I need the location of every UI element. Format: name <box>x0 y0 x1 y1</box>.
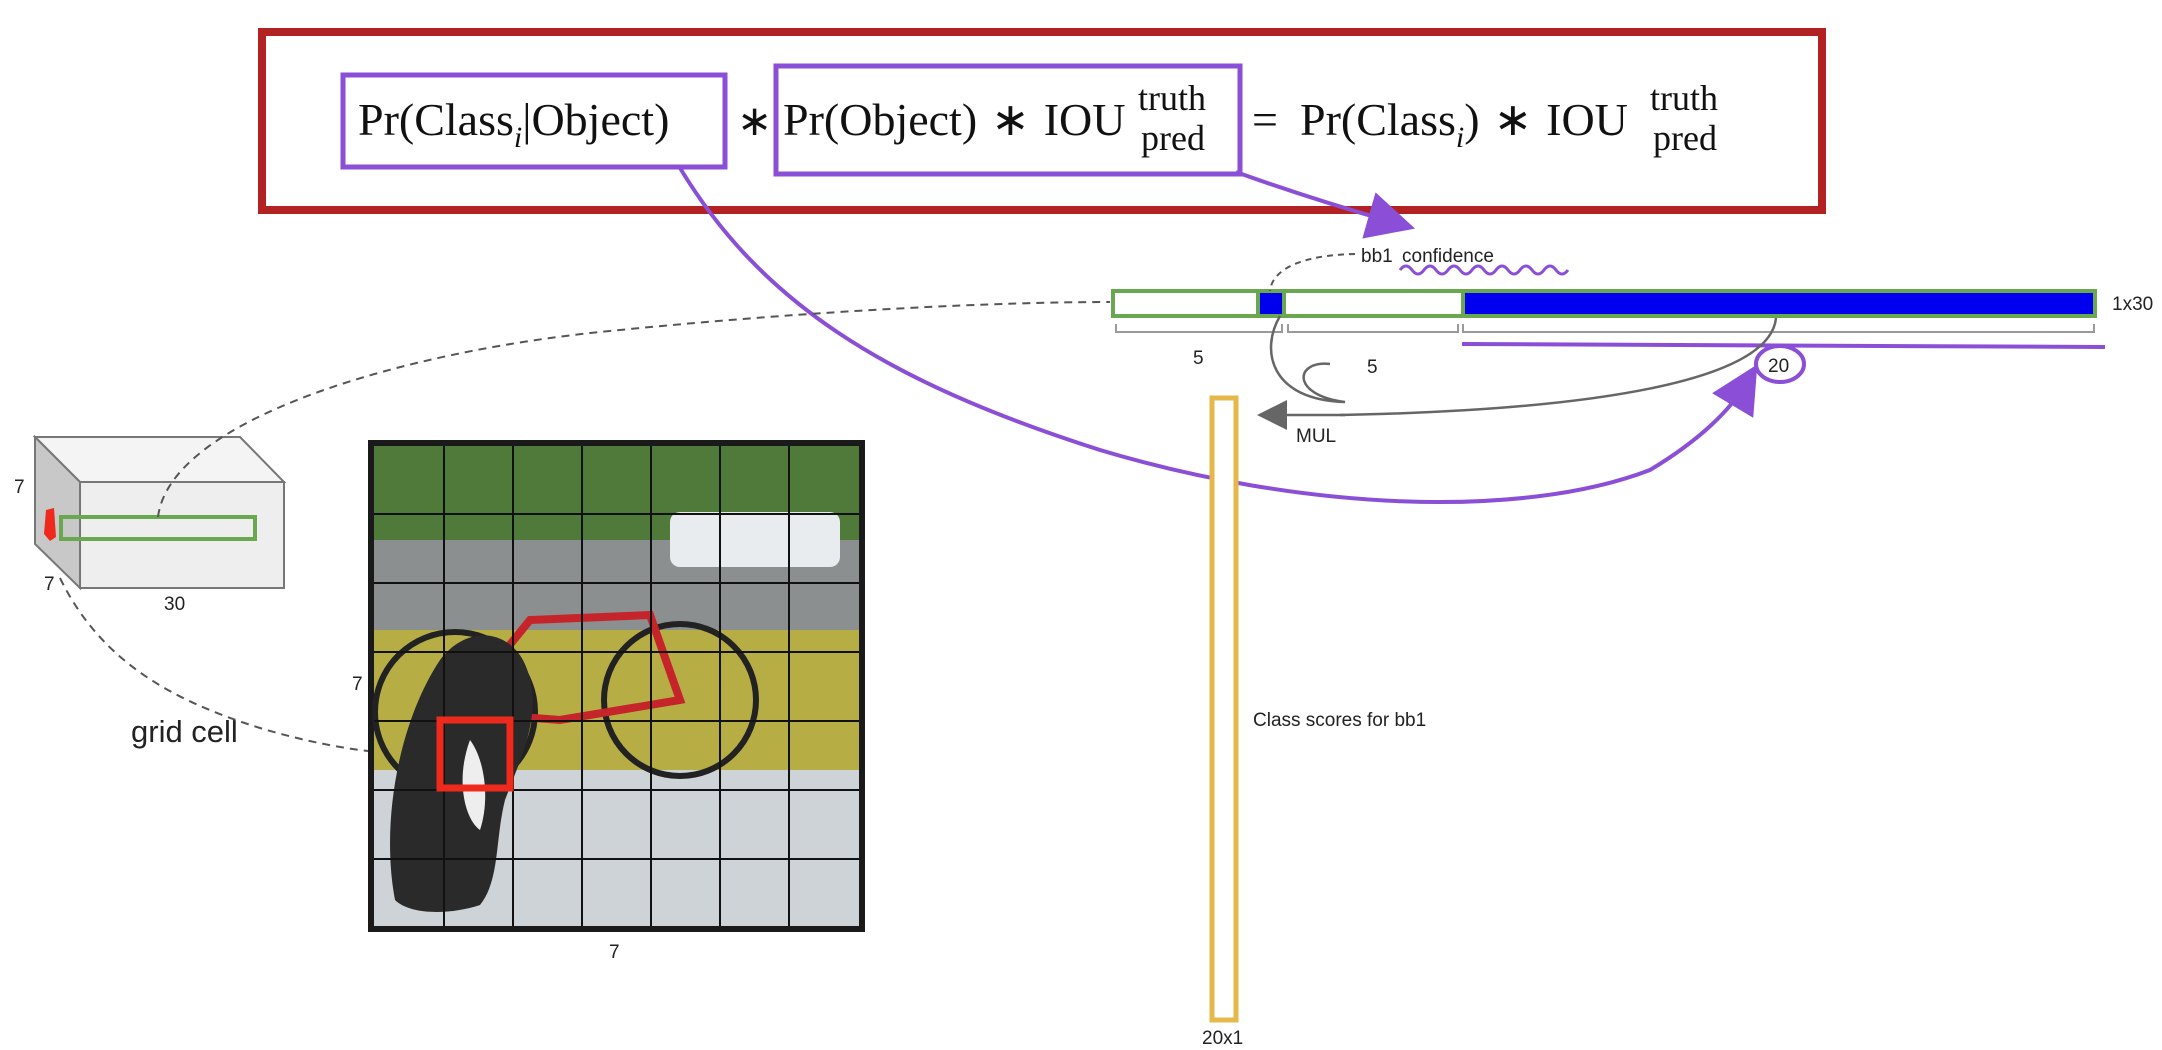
formula-rhs-close: ) <box>1464 94 1479 145</box>
class-scores: Class scores for bb1 20x1 <box>1202 395 1426 1049</box>
class-scores-label: Class scores for bb1 <box>1253 710 1426 731</box>
tensor-depth-label: 7 <box>44 574 55 595</box>
formula-term2-sub: pred <box>1141 118 1205 158</box>
confidence-label: confidence <box>1402 246 1494 267</box>
bb1-label: bb1 <box>1361 246 1393 267</box>
svg-text:bb1: bb1 <box>1361 246 1393 267</box>
formula-rhs-op: ∗ <box>1494 94 1533 145</box>
tensor-to-vector-dashed <box>157 301 1111 518</box>
class-scores-size-label: 20x1 <box>1202 1028 1243 1049</box>
arrow-term1-to-classes <box>678 166 1758 504</box>
image-dog <box>390 635 533 912</box>
svg-text:Pr(Object)∗IOU: Pr(Object) ∗ IOU <box>783 94 1125 145</box>
formula-term1-box <box>340 72 728 170</box>
bracket-classes-label: 20 <box>1768 356 1789 377</box>
input-image: 7 7 <box>352 440 865 963</box>
vector-class-probs <box>1461 289 2097 318</box>
formula-op1: ∗ <box>737 99 772 145</box>
formula-term2-iou: IOU <box>1044 94 1126 145</box>
image-bottom-label: 7 <box>609 942 620 963</box>
formula-rhs-sub: pred <box>1653 118 1717 158</box>
tensor-highlight-cell <box>44 508 56 541</box>
mul-label: MUL <box>1296 426 1336 447</box>
formula: Pr(Classi|Object) ∗ Pr(Object) ∗ IOU truth… <box>258 28 1826 214</box>
bracket-bb1-label: 5 <box>1193 348 1204 369</box>
tensor-to-gridcell-dashed <box>59 577 369 752</box>
vector-size-label: 1x30 <box>2112 294 2153 315</box>
formula-frame <box>258 28 1826 214</box>
image-car <box>670 512 840 567</box>
class-count-circle <box>1754 344 1806 384</box>
vector-bb1-confidence-cell <box>1256 289 1286 318</box>
bracket-bb1 <box>1115 324 1283 333</box>
image-bike-wheel-right <box>601 621 759 779</box>
formula-rhs-iou: IOU <box>1546 94 1628 145</box>
formula-rhs-sup: truth <box>1650 78 1718 118</box>
image-grid-cell-highlight <box>436 716 514 792</box>
formula-term2-box <box>773 63 1243 177</box>
image-grid <box>374 446 859 926</box>
svg-text:Pr(Classi)∗IOU: Pr(Classi) ∗ IOU <box>1300 94 1628 154</box>
output-vector: 1x30 5 5 20 bb1 confidence MUL <box>1111 246 2153 447</box>
bracket-bb2-label: 5 <box>1367 357 1378 378</box>
formula-rhs-pr: Pr(Class <box>1300 94 1456 145</box>
bracket-bb2 <box>1287 324 1459 333</box>
formula-term2-sup: truth <box>1138 78 1206 118</box>
formula-rhs-sub: i <box>1456 121 1464 154</box>
class-scores-bar <box>1209 395 1239 1023</box>
vector-bb2 <box>1282 289 1465 318</box>
image-left-label: 7 <box>352 674 363 695</box>
mul-curve-from-classes <box>1339 317 1778 417</box>
image-bike-frame <box>447 610 686 725</box>
tensor-width-label: 30 <box>164 594 185 615</box>
formula-term2-pr: Pr(Object) <box>783 94 977 145</box>
output-tensor: 7 7 30 grid cell <box>14 301 1111 752</box>
formula-term1-sub: i <box>514 121 522 154</box>
formula-term2-op: ∗ <box>991 94 1030 145</box>
bracket-classes <box>1462 324 2095 333</box>
formula-term1-pr: Pr(Class <box>358 94 514 145</box>
svg-text:Pr(Classi|Object): Pr(Classi|Object) <box>358 94 669 154</box>
tensor-front-face <box>79 481 285 589</box>
vector-bb1-coords <box>1111 289 1260 318</box>
tensor-height-label: 7 <box>14 477 25 498</box>
grid-cell-label: grid cell <box>131 714 238 749</box>
formula-equals: = <box>1252 94 1278 145</box>
purple-annotations <box>678 166 2106 504</box>
arrow-term2-to-confidence <box>1235 170 1416 239</box>
mul-curve-from-confidence <box>1269 315 1346 404</box>
confidence-underline-squiggle <box>1398 264 1570 276</box>
confidence-leader-dashed <box>1269 253 1356 292</box>
formula-term1-rest: |Object) <box>522 94 669 145</box>
